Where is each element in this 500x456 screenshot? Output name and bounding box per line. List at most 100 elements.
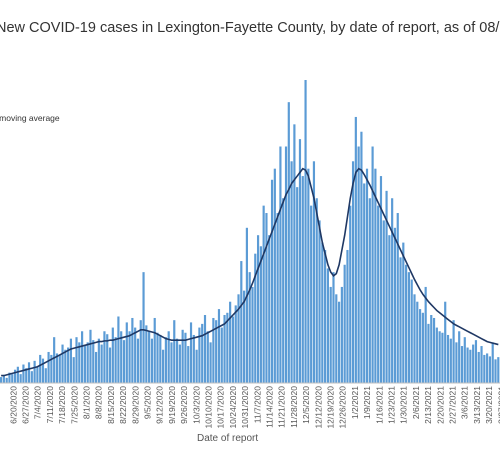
bar [329,286,332,383]
bar [337,301,341,383]
bar [449,338,452,383]
bar [321,242,324,383]
bar [444,301,447,383]
bar [270,179,274,383]
bar [385,190,388,383]
bar [103,331,106,383]
bar [245,227,248,383]
bar [393,227,397,383]
bar [39,354,42,383]
x-tick-label: 10/3/2020 [191,386,201,424]
bar [64,349,67,383]
bar [136,338,140,383]
bar [92,340,95,383]
bar [78,342,81,383]
bar [69,338,73,383]
bar [388,235,391,383]
bar [195,349,198,383]
bar [318,220,321,383]
bar [349,205,352,383]
bar [27,362,31,383]
x-tick-label: 7/25/2020 [69,386,79,424]
bar [111,327,114,383]
bar [374,168,377,383]
bar [472,344,475,383]
bar [184,332,187,383]
bar [201,323,204,383]
bar [351,161,355,383]
x-tick-label: 3/27/2021 [496,386,500,424]
bar [251,286,254,383]
bar [365,168,369,383]
bar [335,294,338,383]
bar [2,374,5,383]
bar [209,342,212,383]
bar [340,286,343,383]
bar [231,316,235,383]
bar [0,377,3,383]
x-tick-label: 3/20/2021 [484,386,494,424]
x-tick-label: 2/20/2021 [435,386,445,424]
bar [256,235,260,383]
bar [290,161,293,383]
bar [215,320,218,383]
bar [148,331,151,383]
bar [72,357,75,383]
bar [86,342,89,383]
bar [455,342,458,383]
bar [30,371,33,383]
bar [483,354,486,383]
bar [145,325,148,383]
bar [259,246,262,383]
bar [175,338,179,383]
bar [279,146,282,383]
bar [5,377,8,383]
bar [298,139,302,383]
bar [173,320,176,383]
bar [164,337,167,383]
bar [212,317,215,383]
bar [150,338,154,383]
bar [187,346,190,383]
bar [494,359,497,383]
bar [61,344,64,383]
bar [282,198,285,383]
bar [460,346,464,383]
bar [120,331,123,383]
bar [363,183,366,383]
bar [354,116,357,383]
bar [368,198,371,383]
bar [276,213,279,383]
bar [248,272,251,383]
bar [134,327,137,383]
bar [189,322,193,383]
bar [410,279,413,383]
bar [435,327,438,383]
bar [301,176,304,383]
bar [469,349,472,383]
bar [237,294,240,383]
x-tick-label: 9/5/2020 [142,386,152,419]
x-tick-label: 1/16/2021 [374,386,384,424]
bar [480,346,483,383]
x-tick-label: 12/12/2020 [313,386,323,429]
bar [22,364,25,383]
bar [192,334,195,383]
bar [41,358,45,383]
bar [382,220,385,383]
x-tick-label: 3/13/2021 [472,386,482,424]
bar [427,323,430,383]
x-axis-label: Date of report [197,433,259,444]
x-tick-label: 1/2/2021 [350,386,360,419]
bar [466,347,469,383]
bar [75,337,78,383]
x-tick-label: 9/19/2020 [167,386,177,424]
bar [357,146,360,383]
bar [307,168,310,383]
bar [430,315,433,383]
x-tick-label: 10/24/2020 [228,386,238,429]
bar [265,213,268,383]
bar [452,320,455,383]
bar [287,102,290,384]
